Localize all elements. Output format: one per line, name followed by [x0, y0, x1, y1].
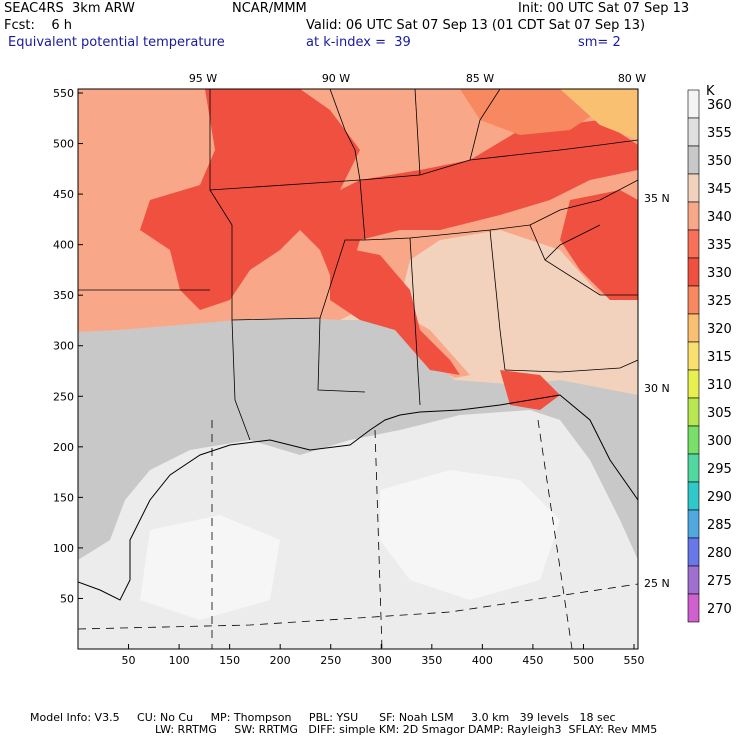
colorbar-swatch — [687, 257, 700, 287]
x-tick-label: 450 — [522, 654, 543, 667]
colorbar-swatch — [687, 313, 700, 343]
x-tick-label: 100 — [169, 654, 190, 667]
lat-label: 35 N — [644, 192, 670, 205]
colorbar-label: 340 — [707, 210, 732, 225]
x-tick-label: 50 — [122, 654, 136, 667]
red-central — [140, 89, 638, 310]
x-tick-label: 200 — [270, 654, 291, 667]
colorbar-swatch — [687, 425, 700, 455]
colorbar-swatch — [687, 565, 700, 595]
footer-line2: LW: RRTMG SW: RRTMG DIFF: simple KM: 2D … — [155, 723, 658, 736]
yellow-northeast — [560, 89, 638, 140]
colorbar-label: 325 — [707, 294, 732, 309]
y-tick-label: 350 — [53, 289, 74, 302]
map-frame — [77, 88, 639, 650]
x-tick-label: 500 — [573, 654, 594, 667]
init-time: Init: 00 UTC Sat 07 Sep 13 — [518, 1, 690, 16]
colorbar-label: 275 — [707, 574, 732, 589]
y-tick-label: 450 — [53, 188, 74, 201]
colorbar-label: 320 — [707, 322, 732, 337]
colorbar-label: 270 — [707, 602, 732, 617]
red-panhandle — [500, 370, 560, 410]
colorbar-swatch — [687, 285, 700, 315]
smoothing-label: sm= 2 — [578, 35, 621, 50]
colorbar-swatch — [687, 145, 700, 175]
colorbar-swatch — [687, 341, 700, 371]
x-tick-label: 300 — [371, 654, 392, 667]
gulf-lightest — [380, 470, 560, 600]
lon-label: 95 W — [189, 72, 217, 85]
x-axis-ticks: 50 100 150 200 250 300 350 400 450 500 550 — [122, 644, 645, 667]
lat-labels: 35 N 30 N 25 N — [644, 192, 670, 590]
colorbar-label: 310 — [707, 378, 732, 393]
colorbar-swatch — [687, 201, 700, 231]
orange-northeast — [460, 89, 600, 135]
colorbar-swatch — [687, 117, 700, 147]
colorbar-swatch — [687, 509, 700, 539]
colorbar-swatch — [687, 229, 700, 259]
red-mississippi — [330, 245, 460, 375]
x-tick-label: 550 — [624, 654, 645, 667]
x-tick-label: 150 — [219, 654, 240, 667]
colorbar-label: 295 — [707, 462, 732, 477]
colorbar-swatch — [687, 453, 700, 483]
colorbar-swatch — [687, 397, 700, 427]
lon-label: 85 W — [466, 72, 494, 85]
colorbar-label: 335 — [707, 238, 732, 253]
y-axis-ticks: 550 500 450 400 350 300 250 200 150 100 50 — [53, 87, 83, 605]
colorbar-label: 290 — [707, 490, 732, 505]
colorbar-label: 345 — [707, 182, 732, 197]
level-label: at k-index = 39 — [306, 35, 411, 50]
coastline — [78, 394, 638, 601]
model-title: SEAC4RS 3km ARW — [4, 1, 135, 16]
lon-labels: 95 W 90 W 85 W 80 W — [189, 72, 646, 85]
colorbar-swatch — [687, 369, 700, 399]
graticule — [78, 419, 638, 649]
colorbar-swatch — [687, 173, 700, 203]
red-carolina — [560, 190, 638, 300]
lon-label: 80 W — [618, 72, 646, 85]
y-tick-label: 300 — [53, 340, 74, 353]
y-tick-label: 150 — [53, 491, 74, 504]
x-tick-label: 250 — [320, 654, 341, 667]
colorbar-swatch — [687, 481, 700, 511]
colorbar-label: 305 — [707, 406, 732, 421]
colorbar-swatch — [687, 537, 700, 567]
gulf-lightest-west — [140, 515, 280, 620]
colorbar-label: 280 — [707, 546, 732, 561]
colorbar-unit: K — [706, 84, 715, 99]
colorbar-label: 285 — [707, 518, 732, 533]
state-borders — [78, 89, 638, 441]
x-tick-label: 350 — [421, 654, 442, 667]
y-tick-label: 50 — [60, 592, 74, 605]
valid-time: Valid: 06 UTC Sat 07 Sep 13 (01 CDT Sat … — [306, 18, 646, 33]
footer-line1: Model Info: V3.5 CU: No Cu MP: Thompson … — [30, 711, 616, 724]
colorbar-swatch — [687, 593, 700, 623]
y-tick-label: 400 — [53, 239, 74, 252]
colorbar-label: 300 — [707, 434, 732, 449]
y-tick-label: 250 — [53, 390, 74, 403]
map-panel — [78, 89, 638, 649]
y-tick-label: 500 — [53, 138, 74, 151]
lat-label: 30 N — [644, 382, 670, 395]
colorbar-label: 355 — [707, 126, 732, 141]
forecast-hour: Fcst: 6 h — [4, 18, 73, 33]
lon-label: 90 W — [322, 72, 350, 85]
org-label: NCAR/MMM — [232, 1, 307, 16]
colorbar-label: 360 — [707, 98, 732, 113]
lat-label: 25 N — [644, 577, 670, 590]
y-tick-label: 200 — [53, 441, 74, 454]
field-name: Equivalent potential temperature — [8, 35, 225, 50]
colorbar: 360 355 350 345 340 335 330 325 320 315 310 305 300 2… — [687, 89, 732, 623]
colorbar-swatch — [687, 89, 700, 119]
x-tick-label: 400 — [472, 654, 493, 667]
colorbar-label: 315 — [707, 350, 732, 365]
y-tick-label: 100 — [53, 542, 74, 555]
y-tick-label: 550 — [53, 87, 74, 100]
colorbar-label: 330 — [707, 266, 732, 281]
colorbar-label: 350 — [707, 154, 732, 169]
